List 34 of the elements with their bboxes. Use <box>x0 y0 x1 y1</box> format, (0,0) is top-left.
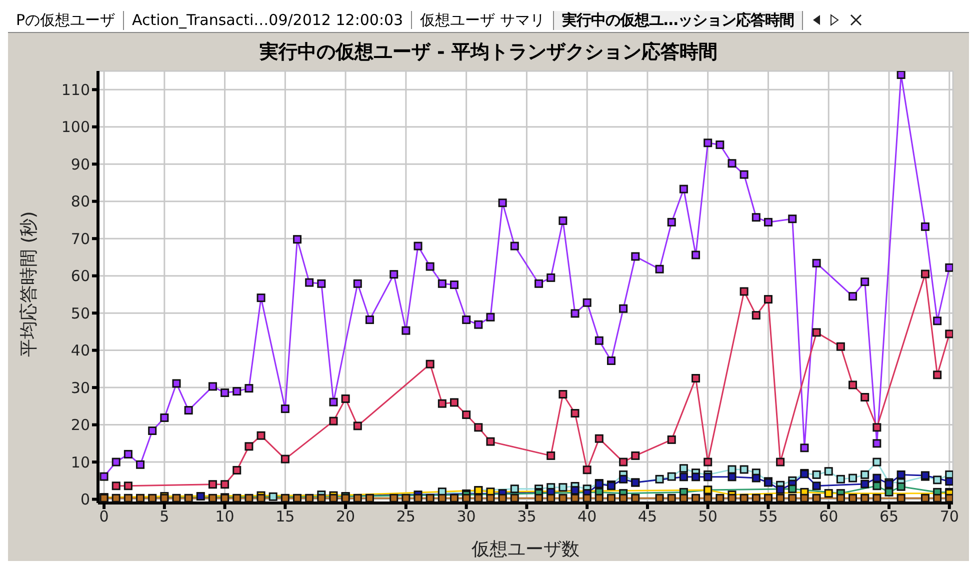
x-tick-label: 50 <box>698 508 718 526</box>
text: 実行中の仮想ユ…ッション応答時間 <box>554 10 803 30</box>
y-tick-label: 0 <box>80 490 90 509</box>
x-tick-label: 10 <box>215 508 234 526</box>
x-tick-label: 25 <box>396 508 416 526</box>
x-axis-title: 仮想ユーザ数 <box>470 539 580 560</box>
x-tick-label: 0 <box>99 508 109 526</box>
x-tick-label: 65 <box>879 508 899 526</box>
x-tick-label: 30 <box>456 508 476 526</box>
y-tick-label: 10 <box>70 453 90 472</box>
y-tick-label: 70 <box>70 230 90 248</box>
text: Pの仮想ユーザ <box>8 10 124 30</box>
x-tick-label: 40 <box>578 508 597 526</box>
x-tick-label: 70 <box>940 508 959 526</box>
x-tick-label: 5 <box>160 508 170 526</box>
chart-title: 実行中の仮想ユーザ - 平均トランザクション応答時間 <box>258 40 719 65</box>
y-tick-label: 100 <box>61 118 90 136</box>
y-tick-label: 90 <box>70 155 90 174</box>
x-tick-label: 35 <box>517 508 536 526</box>
x-tick-label: 55 <box>758 508 778 526</box>
x-tick-label: 45 <box>638 508 658 526</box>
x-tick-label: 60 <box>819 508 838 526</box>
y-tick-label: 50 <box>70 304 90 322</box>
x-tick-label: 15 <box>276 508 295 526</box>
y-tick-label: 60 <box>70 267 90 286</box>
y-tick-label: 80 <box>70 192 90 211</box>
y-tick-label: 30 <box>70 378 90 397</box>
text: 仮想ユーザ サマリ <box>412 10 554 30</box>
y-tick-label: 110 <box>61 80 90 99</box>
y-axis-title: 平均応答時間 (秒) <box>18 211 40 357</box>
y-tick-label: 20 <box>70 416 90 434</box>
x-tick-label: 20 <box>336 508 356 526</box>
y-tick-label: 40 <box>70 342 90 360</box>
text: Action_Transacti…09/2012 12:00:03 <box>124 11 412 29</box>
